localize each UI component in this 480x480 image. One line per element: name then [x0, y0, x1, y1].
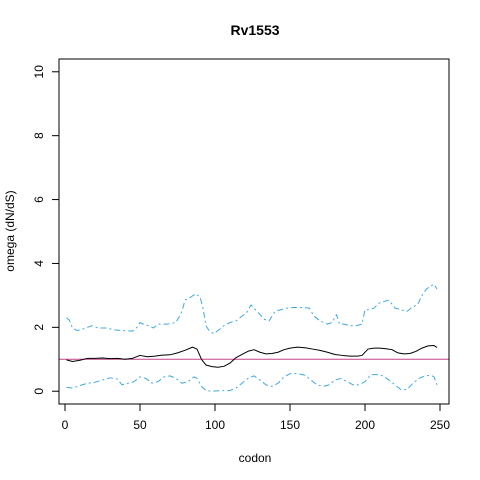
x-tick-label: 200	[355, 418, 375, 432]
x-tick-label: 150	[280, 418, 300, 432]
x-tick-label: 50	[133, 418, 147, 432]
x-axis-label: codon	[239, 451, 272, 465]
series-line-lower	[66, 373, 438, 392]
y-tick-label: 10	[32, 65, 46, 79]
series-layer	[66, 283, 438, 392]
y-tick-label: 4	[32, 260, 46, 267]
chart-title: Rv1553	[230, 22, 279, 38]
series-line-estimate	[66, 345, 438, 368]
y-tick-label: 0	[32, 388, 46, 395]
x-tick-label: 100	[205, 418, 225, 432]
series-line-upper	[66, 283, 438, 335]
y-axis-label: omega (dN/dS)	[3, 190, 17, 271]
y-tick-label: 6	[32, 196, 46, 203]
x-tick-label: 250	[430, 418, 450, 432]
plot-frame	[58, 58, 450, 405]
axis-layer: 0 50 100 150 200 250 0 2 4 6 8 10	[32, 65, 450, 432]
y-tick-label: 2	[32, 324, 46, 331]
y-tick-label: 8	[32, 132, 46, 139]
x-tick-label: 0	[62, 418, 69, 432]
